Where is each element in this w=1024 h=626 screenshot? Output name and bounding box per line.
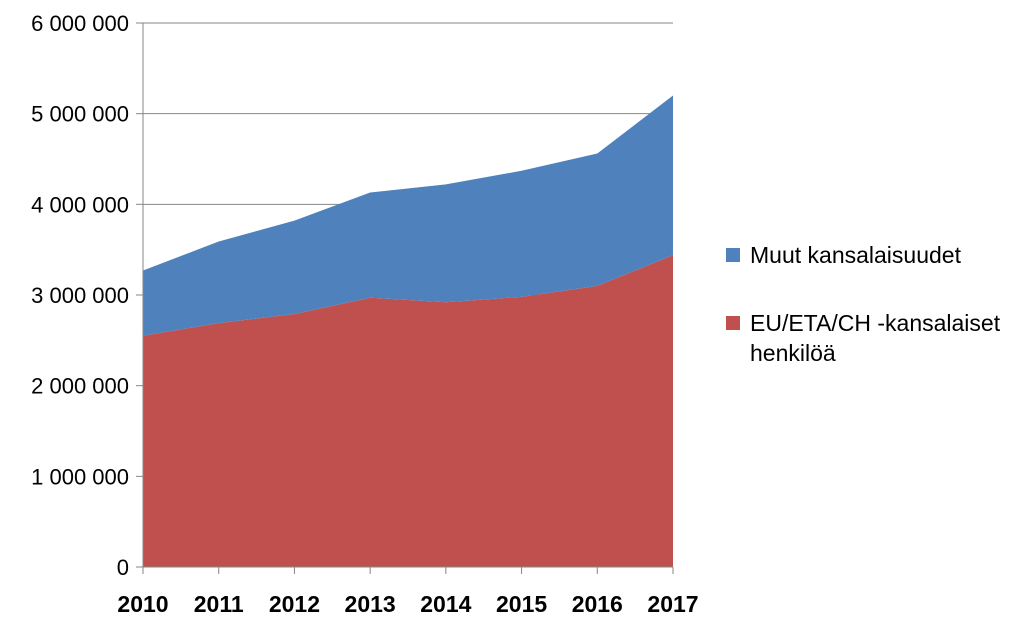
y-tick-label: 5 000 000 [31, 102, 129, 127]
x-tick-label: 2013 [345, 591, 396, 617]
legend-item-muut: Muut kansalaisuudet [726, 240, 1016, 270]
y-tick-label: 1 000 000 [31, 464, 129, 489]
legend-label-eu: EU/ETA/CH -kansalaiset henkilöä [750, 310, 1001, 366]
y-tick-label: 4 000 000 [31, 192, 129, 217]
y-axis-ticks: 0 1 000 000 2 000 000 3 000 000 4 000 000 5 0… [31, 11, 143, 580]
y-tick-label: 3 000 000 [31, 283, 129, 308]
area-muut-kansalaisuudet [143, 95, 673, 336]
legend-item-eu: EU/ETA/CH -kansalaiset henkilöä [726, 308, 1016, 368]
x-tick-label: 2016 [572, 591, 623, 617]
x-tick-label: 2017 [647, 591, 698, 617]
x-tick-label: 2011 [194, 591, 244, 617]
area-series [143, 95, 673, 567]
x-tick-label: 2012 [269, 591, 320, 617]
legend-swatch-muut [726, 248, 740, 262]
x-axis-ticks: 2010 2011 2012 2013 2014 2015 2016 2017 [117, 567, 699, 617]
area-eu-eta-ch [143, 255, 673, 567]
y-tick-label: 6 000 000 [31, 11, 129, 36]
x-tick-label: 2010 [117, 591, 168, 617]
y-tick-label: 2 000 000 [31, 374, 129, 399]
stacked-area-chart: 0 1 000 000 2 000 000 3 000 000 4 000 000 5 0… [31, 11, 699, 617]
legend-swatch-eu [726, 316, 740, 330]
legend: Muut kansalaisuudet EU/ETA/CH -kansalais… [726, 240, 1016, 406]
x-tick-label: 2014 [420, 591, 471, 617]
y-tick-label: 0 [117, 555, 129, 580]
legend-label-muut: Muut kansalaisuudet [750, 242, 961, 268]
x-tick-label: 2015 [496, 591, 547, 617]
